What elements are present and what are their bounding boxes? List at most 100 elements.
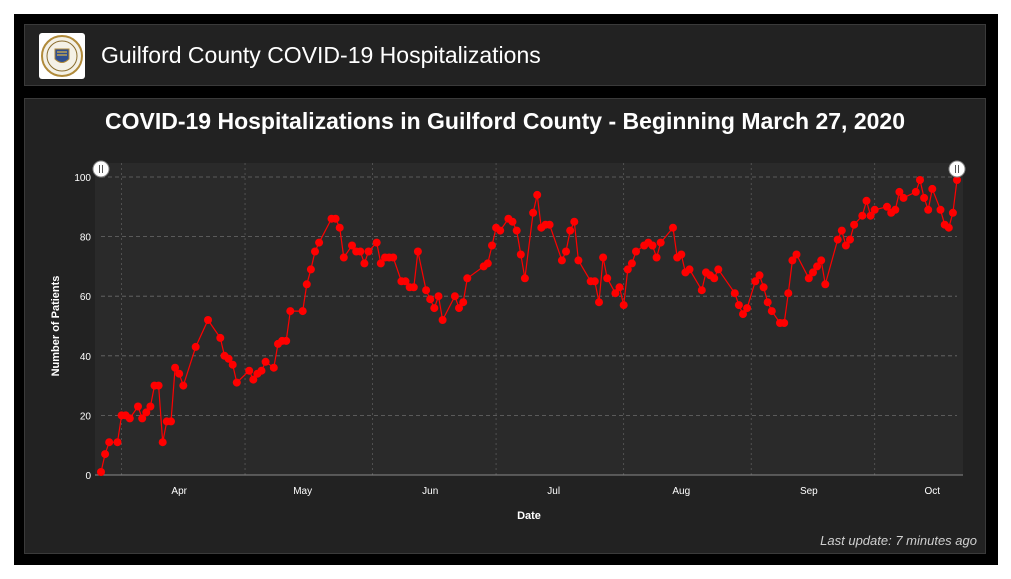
data-point[interactable] — [356, 247, 365, 256]
data-point[interactable] — [809, 268, 817, 277]
data-point[interactable] — [566, 226, 575, 235]
data-point[interactable] — [438, 316, 447, 324]
data-point[interactable] — [434, 292, 443, 301]
data-point[interactable] — [891, 205, 900, 214]
data-point[interactable] — [286, 307, 295, 316]
data-point[interactable] — [862, 196, 871, 205]
data-point[interactable] — [841, 241, 850, 250]
data-point[interactable] — [562, 247, 570, 256]
data-point[interactable] — [450, 292, 459, 301]
data-point[interactable] — [520, 274, 529, 283]
data-point[interactable] — [813, 262, 822, 271]
data-point[interactable] — [171, 363, 180, 372]
data-point[interactable] — [430, 304, 439, 313]
data-point[interactable] — [125, 414, 134, 423]
data-point[interactable] — [191, 342, 200, 351]
data-point[interactable] — [916, 176, 924, 184]
data-point[interactable] — [245, 366, 254, 375]
data-point[interactable] — [595, 298, 603, 307]
data-point[interactable] — [755, 271, 764, 280]
data-point[interactable] — [648, 241, 657, 250]
data-point[interactable] — [154, 381, 163, 390]
data-point[interactable] — [516, 250, 525, 259]
data-point[interactable] — [533, 190, 542, 199]
data-point[interactable] — [348, 241, 356, 250]
data-point[interactable] — [364, 247, 373, 256]
data-point[interactable] — [759, 283, 768, 292]
data-point[interactable] — [883, 202, 891, 211]
data-point[interactable] — [455, 304, 463, 313]
data-point[interactable] — [948, 208, 957, 217]
data-point[interactable] — [302, 280, 311, 289]
data-point[interactable] — [792, 250, 801, 259]
data-point[interactable] — [817, 256, 826, 265]
data-point[interactable] — [656, 238, 665, 247]
data-point[interactable] — [257, 366, 266, 375]
data-point[interactable] — [409, 283, 418, 292]
data-point[interactable] — [763, 298, 772, 307]
data-point[interactable] — [175, 369, 184, 378]
data-point[interactable] — [488, 241, 496, 250]
data-point[interactable] — [850, 220, 859, 229]
data-point[interactable] — [146, 402, 155, 411]
data-point[interactable] — [924, 205, 933, 214]
data-point[interactable] — [599, 253, 608, 262]
data-point[interactable] — [677, 250, 686, 259]
data-point[interactable] — [944, 223, 953, 232]
data-point[interactable] — [780, 319, 789, 327]
data-point[interactable] — [557, 256, 566, 265]
data-point[interactable] — [734, 301, 743, 310]
data-point[interactable] — [936, 205, 945, 214]
data-point[interactable] — [743, 304, 752, 313]
data-point[interactable] — [113, 438, 122, 447]
data-point[interactable] — [232, 378, 241, 387]
data-point[interactable] — [512, 226, 521, 235]
data-point[interactable] — [710, 274, 719, 283]
data-point[interactable] — [870, 205, 879, 214]
data-point[interactable] — [928, 184, 937, 193]
data-point[interactable] — [228, 360, 237, 369]
data-point[interactable] — [846, 235, 854, 244]
data-point[interactable] — [105, 438, 114, 447]
data-point[interactable] — [249, 375, 258, 384]
data-point[interactable] — [784, 289, 793, 298]
data-point[interactable] — [413, 247, 422, 256]
data-point[interactable] — [627, 259, 636, 268]
data-point[interactable] — [669, 223, 677, 232]
data-point[interactable] — [590, 277, 599, 286]
data-point[interactable] — [376, 259, 385, 268]
data-point[interactable] — [331, 214, 340, 223]
data-point[interactable] — [837, 226, 846, 235]
data-point[interactable] — [426, 295, 435, 304]
data-point[interactable] — [574, 256, 583, 265]
data-point[interactable] — [920, 193, 929, 202]
data-point[interactable] — [788, 256, 797, 265]
data-point[interactable] — [158, 438, 167, 447]
data-point[interactable] — [372, 238, 381, 247]
data-point[interactable] — [833, 235, 842, 244]
data-point[interactable] — [545, 220, 554, 229]
data-point[interactable] — [138, 414, 147, 423]
data-point[interactable] — [360, 259, 369, 268]
data-point[interactable] — [866, 211, 875, 220]
data-point[interactable] — [315, 238, 324, 247]
data-point[interactable] — [623, 265, 632, 274]
data-point[interactable] — [389, 253, 398, 262]
data-point[interactable] — [269, 363, 278, 372]
data-point[interactable] — [697, 286, 706, 295]
data-point[interactable] — [97, 468, 105, 476]
data-point[interactable] — [483, 259, 492, 268]
data-point[interactable] — [767, 307, 776, 316]
data-point[interactable] — [216, 333, 225, 342]
data-point[interactable] — [730, 289, 739, 298]
range-handle-right[interactable] — [948, 160, 966, 178]
data-point[interactable] — [459, 298, 468, 307]
data-point[interactable] — [134, 402, 142, 411]
data-point[interactable] — [804, 274, 813, 283]
data-point[interactable] — [204, 316, 212, 324]
data-point[interactable] — [739, 310, 747, 319]
range-handle-left[interactable] — [92, 160, 110, 178]
data-point[interactable] — [714, 265, 723, 274]
data-point[interactable] — [142, 408, 151, 417]
data-point[interactable] — [261, 357, 270, 366]
